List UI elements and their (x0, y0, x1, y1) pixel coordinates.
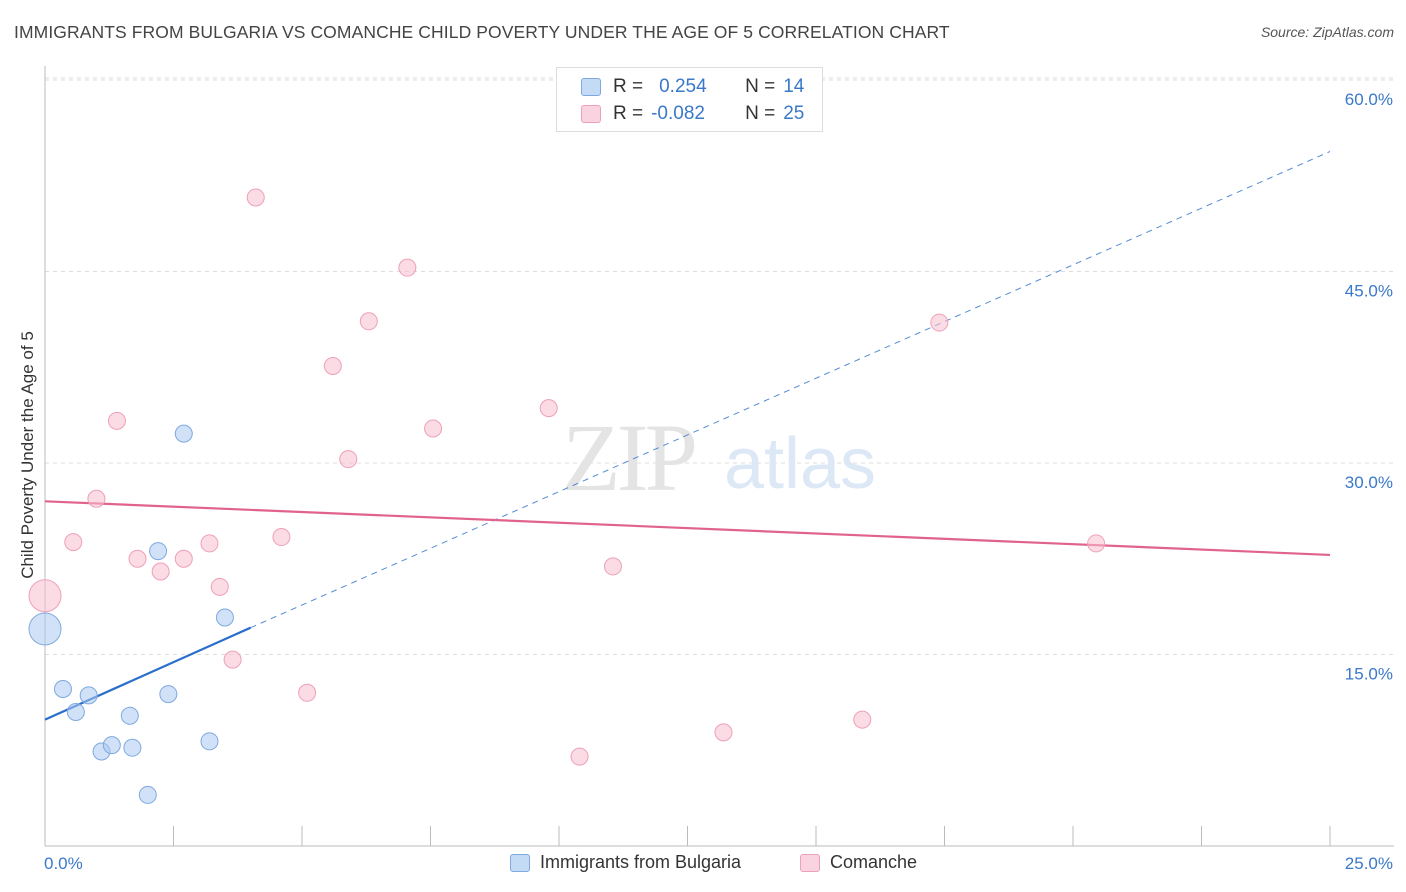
data-point-comanche (223, 650, 242, 669)
r-label: R = (613, 76, 644, 97)
data-point-comanche (174, 549, 193, 568)
data-point-bulgaria (200, 732, 219, 751)
grid-lines (45, 77, 1394, 655)
data-point-comanche (570, 747, 589, 766)
y-tick-label: 45.0% (1345, 282, 1393, 301)
data-point-bulgaria (149, 542, 168, 561)
data-point-comanche (64, 533, 83, 552)
data-point-comanche (28, 579, 62, 613)
trend-line-bulgaria-extrapolated (250, 151, 1331, 629)
y-axis-label: Child Poverty Under the Age of 5 (18, 331, 37, 579)
stats-legend-row-bulgaria: R = 0.254 N = 14 (581, 75, 804, 99)
legend-swatch-comanche (800, 853, 820, 872)
data-point-bulgaria (120, 706, 139, 725)
data-point-bulgaria (215, 608, 234, 627)
data-point-bulgaria (28, 612, 62, 646)
data-point-comanche (1087, 534, 1106, 553)
x-tick-label: 25.0% (1345, 854, 1393, 873)
legend-label-bulgaria: Immigrants from Bulgaria (540, 852, 742, 872)
data-point-comanche (359, 312, 378, 331)
n-label: N = (745, 103, 776, 124)
data-point-bulgaria (53, 679, 72, 698)
y-tick-label: 15.0% (1345, 665, 1393, 684)
data-point-comanche (210, 577, 229, 596)
n-value: 25 (783, 103, 805, 124)
watermark-zip: ZIP (562, 404, 695, 511)
source-label: Source: ZipAtlas.com (1260, 24, 1394, 40)
chart-title: IMMIGRANTS FROM BULGARIA VS COMANCHE CHI… (14, 22, 950, 42)
data-point-comanche (200, 534, 219, 553)
legend-swatch-bulgaria (581, 78, 601, 96)
data-point-comanche (128, 549, 147, 568)
data-point-comanche (398, 258, 417, 277)
y-tick-label: 30.0% (1345, 473, 1393, 492)
data-points (28, 188, 1106, 804)
n-label: N = (745, 76, 776, 97)
data-point-comanche (930, 313, 949, 332)
stats-legend: R = 0.254 N = 14 R = -0.082 N = 25 (556, 67, 823, 132)
data-point-bulgaria (102, 736, 121, 755)
data-point-comanche (539, 399, 558, 418)
data-point-comanche (151, 562, 170, 581)
legend-swatch-bulgaria (510, 853, 530, 872)
data-point-comanche (272, 528, 291, 547)
trend-line-comanche (44, 500, 1331, 557)
data-point-comanche (323, 356, 342, 375)
stats-legend-row-comanche: R = -0.082 N = 25 (581, 102, 804, 126)
watermark-atlas: atlas (724, 424, 876, 504)
data-point-bulgaria (66, 702, 85, 721)
legend-label-comanche: Comanche (830, 852, 918, 872)
data-point-bulgaria (174, 424, 193, 443)
n-value: 14 (783, 76, 805, 97)
tick-labels: 15.0% 30.0% 45.0% 60.0% 0.0% 25.0% (44, 90, 1393, 873)
data-point-comanche (603, 557, 622, 576)
data-point-comanche (87, 489, 106, 508)
data-point-comanche (339, 450, 358, 469)
data-point-bulgaria (138, 785, 157, 804)
r-value: -0.082 (651, 103, 705, 124)
data-point-comanche (298, 683, 317, 702)
watermark: ZIP atlas (562, 404, 876, 511)
r-value: 0.254 (659, 76, 707, 97)
axes (44, 66, 1394, 847)
r-label: R = (613, 103, 644, 124)
data-point-bulgaria (79, 686, 98, 705)
data-point-comanche (853, 710, 872, 729)
data-point-comanche (246, 188, 265, 207)
data-point-bulgaria (123, 738, 142, 757)
data-point-comanche (107, 411, 126, 430)
y-tick-label: 60.0% (1345, 90, 1393, 109)
data-point-comanche (714, 723, 733, 742)
data-point-bulgaria (159, 685, 178, 704)
x-tick-label: 0.0% (44, 854, 83, 873)
legend-swatch-comanche (581, 105, 601, 123)
legend-item-comanche: Comanche (800, 852, 917, 873)
legend-item-bulgaria: Immigrants from Bulgaria (510, 852, 741, 873)
data-point-comanche (424, 419, 443, 438)
